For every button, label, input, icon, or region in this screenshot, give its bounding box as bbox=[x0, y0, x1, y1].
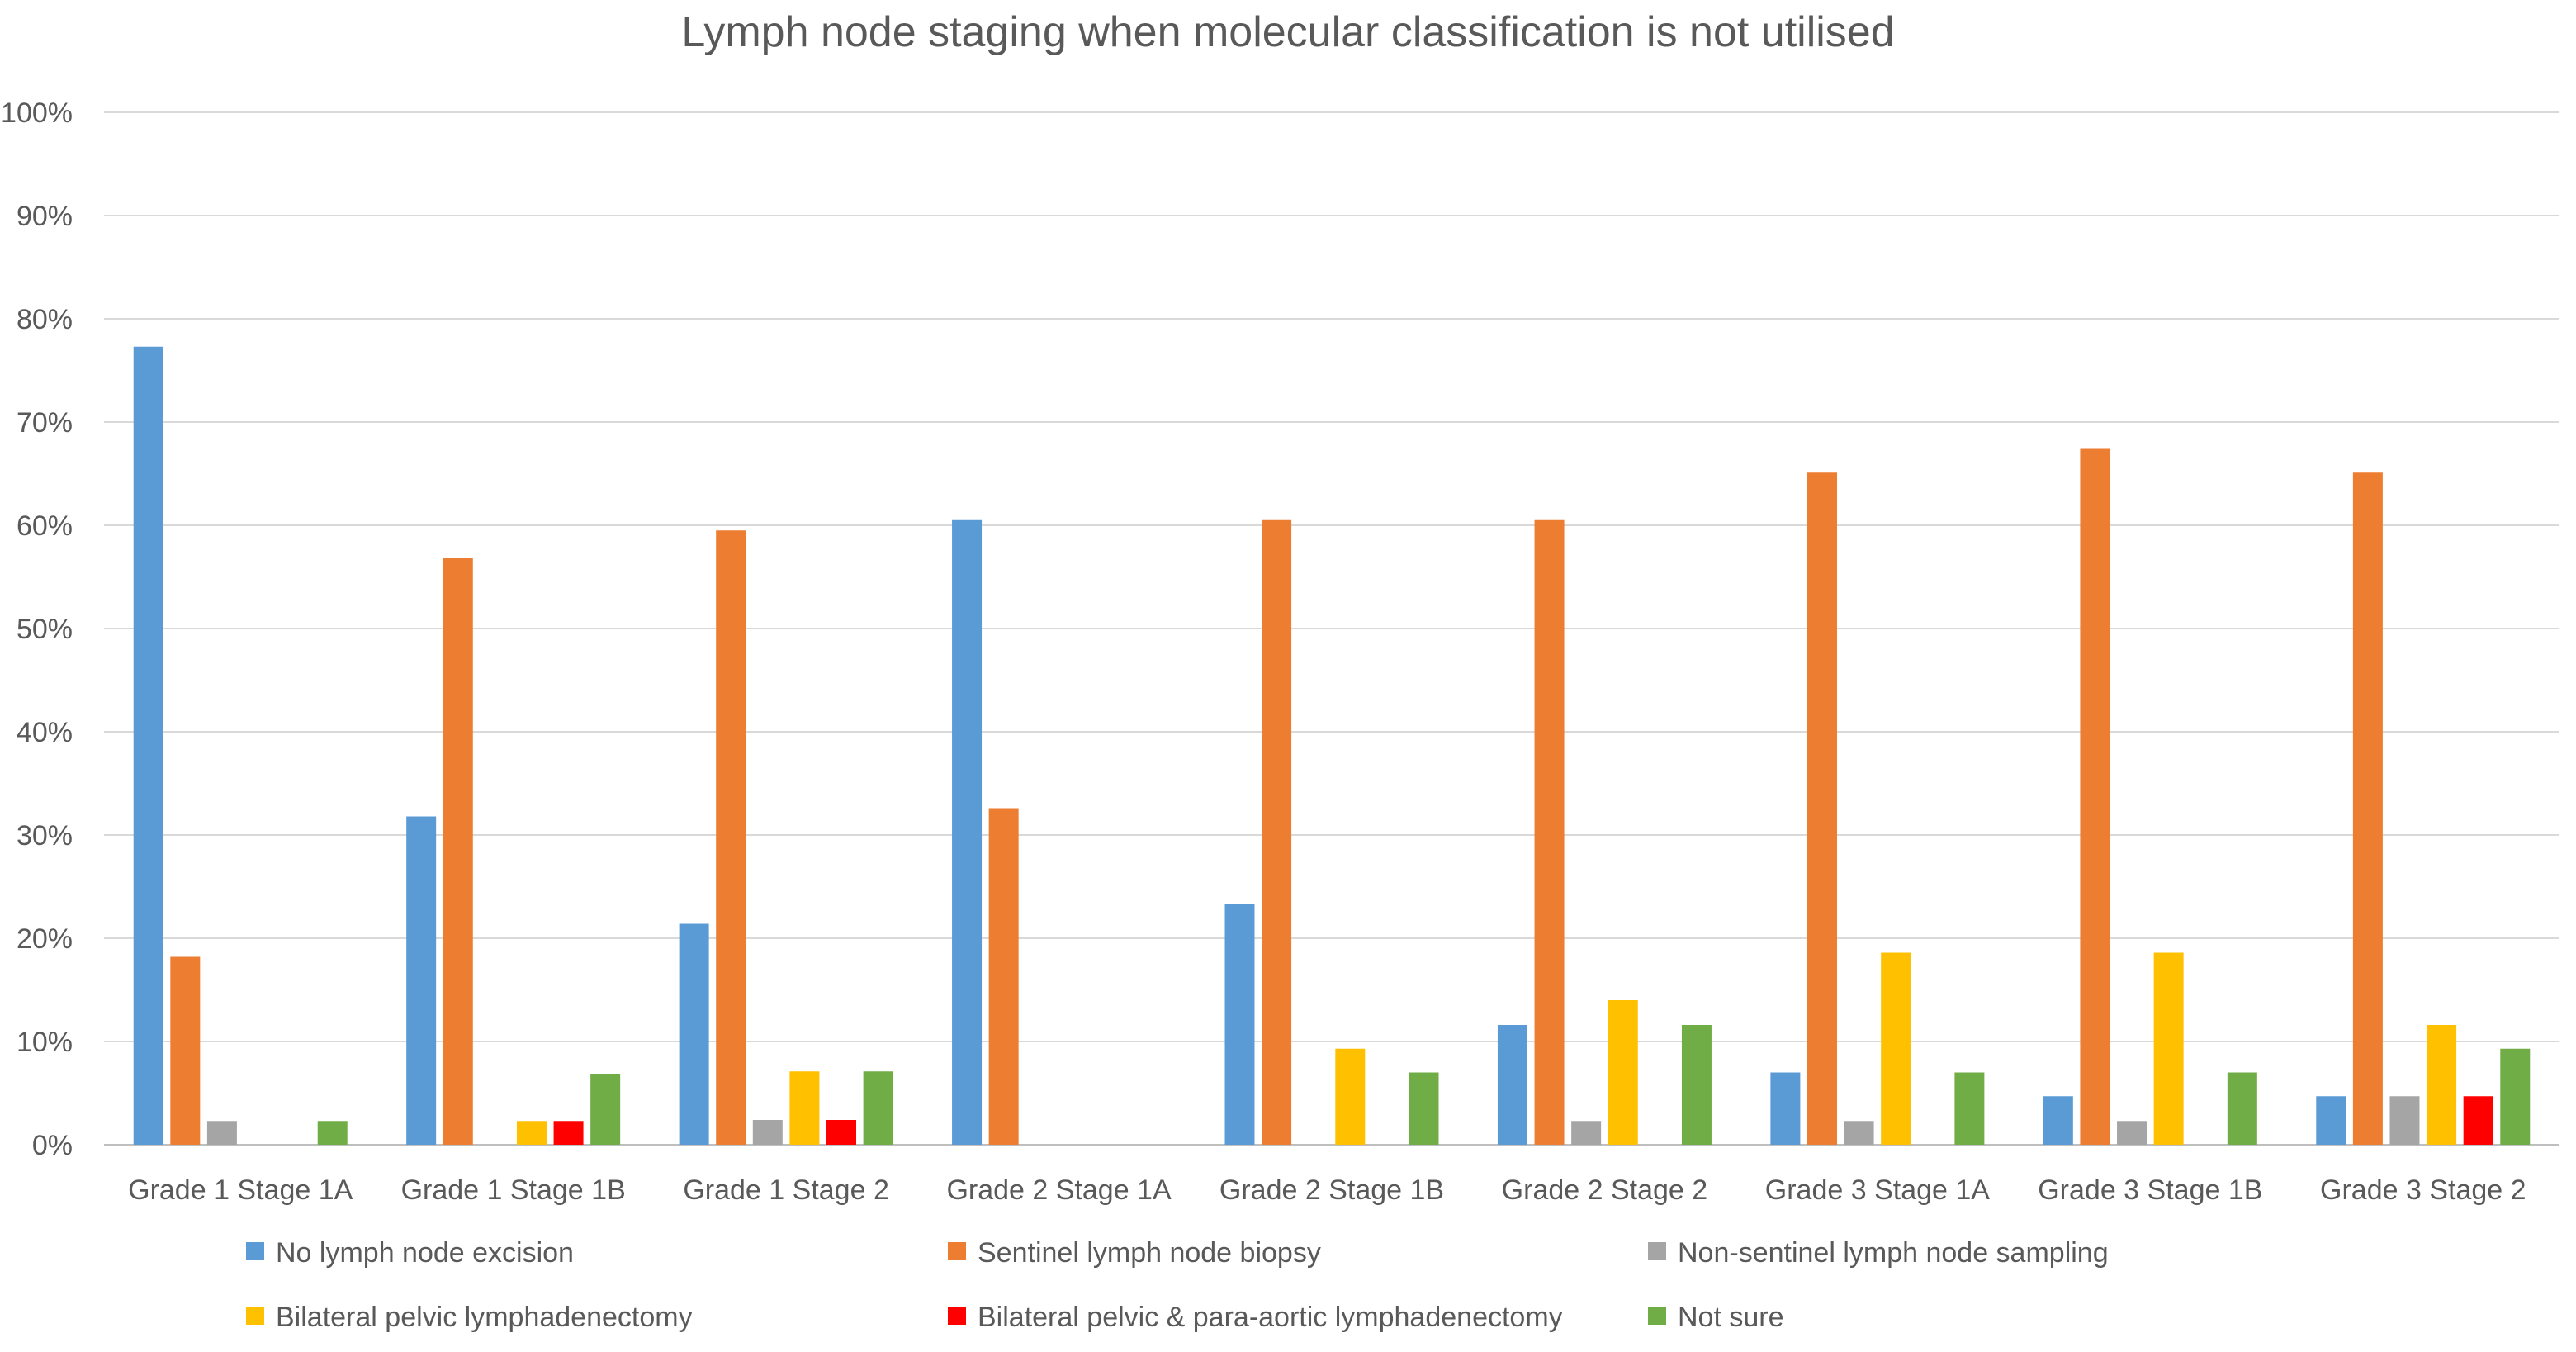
legend-item: Sentinel lymph node biopsy bbox=[948, 1237, 1321, 1269]
bar bbox=[406, 816, 437, 1145]
legend-swatch bbox=[948, 1242, 966, 1260]
bar bbox=[863, 1071, 893, 1145]
x-category-label: Grade 3 Stage 1B bbox=[2038, 1174, 2262, 1206]
bar bbox=[1844, 1121, 1874, 1145]
legend-swatch bbox=[948, 1307, 966, 1325]
bar bbox=[752, 1120, 783, 1145]
y-tick-label: 70% bbox=[17, 407, 73, 439]
x-axis-category-labels: Grade 1 Stage 1A Grade 1 Stage 1B Grade 1 … bbox=[128, 1174, 2526, 1206]
bar bbox=[1409, 1072, 1439, 1145]
y-tick-label: 100% bbox=[1, 97, 73, 129]
y-tick-label: 80% bbox=[17, 304, 73, 335]
y-tick-label: 20% bbox=[17, 923, 73, 955]
y-axis-tick-labels: 0% 10% 20% 30% 40% 50% 60% 70% 80% 90% 100% bbox=[1, 97, 73, 1161]
bar bbox=[1608, 1000, 1638, 1145]
bar bbox=[1335, 1048, 1366, 1145]
x-category-label: Grade 3 Stage 2 bbox=[2320, 1174, 2526, 1206]
legend-swatch bbox=[246, 1242, 264, 1260]
bar bbox=[170, 956, 201, 1145]
x-category-label: Grade 2 Stage 1B bbox=[1219, 1174, 1444, 1206]
bar bbox=[2043, 1096, 2073, 1145]
legend-item: Not sure bbox=[1648, 1302, 1784, 1333]
y-tick-label: 90% bbox=[17, 201, 73, 232]
bar bbox=[952, 519, 983, 1145]
bar bbox=[1497, 1025, 1527, 1145]
legend-item: Bilateral pelvic lymphadenectomy bbox=[246, 1302, 693, 1333]
bar bbox=[1881, 952, 1911, 1145]
bar bbox=[1262, 519, 1292, 1145]
legend-label: Non-sentinel lymph node sampling bbox=[1678, 1237, 2109, 1269]
bar bbox=[2352, 472, 2383, 1145]
bar bbox=[1534, 519, 1565, 1145]
legend-label: Not sure bbox=[1678, 1302, 1784, 1333]
bar bbox=[443, 558, 473, 1145]
bar bbox=[988, 808, 1019, 1145]
y-tick-label: 30% bbox=[17, 820, 73, 852]
legend-item: Bilateral pelvic & para-aortic lymphaden… bbox=[948, 1302, 1563, 1333]
legend-label: Bilateral pelvic lymphadenectomy bbox=[276, 1302, 693, 1333]
bar bbox=[1681, 1025, 1712, 1145]
legend-item: Non-sentinel lymph node sampling bbox=[1648, 1237, 2109, 1269]
gridlines bbox=[104, 111, 2559, 1146]
bar bbox=[206, 1121, 237, 1145]
bar bbox=[516, 1121, 547, 1145]
legend-swatch bbox=[1648, 1242, 1666, 1260]
bar bbox=[716, 530, 746, 1145]
legend-swatch bbox=[1648, 1307, 1666, 1325]
bar bbox=[1770, 1072, 1801, 1145]
y-tick-label: 10% bbox=[17, 1027, 73, 1058]
x-category-label: Grade 2 Stage 2 bbox=[1502, 1174, 1708, 1206]
bar bbox=[317, 1121, 348, 1145]
x-category-label: Grade 1 Stage 1B bbox=[401, 1174, 626, 1206]
legend-label: Sentinel lymph node biopsy bbox=[978, 1237, 1321, 1269]
bars bbox=[133, 346, 2531, 1145]
bar bbox=[133, 346, 163, 1145]
bar bbox=[789, 1071, 820, 1145]
bar bbox=[826, 1120, 857, 1145]
legend-item: No lymph node excision bbox=[246, 1237, 574, 1269]
bar bbox=[1571, 1121, 1602, 1145]
bar bbox=[2389, 1096, 2420, 1145]
legend-label: No lymph node excision bbox=[276, 1237, 574, 1269]
bar bbox=[1224, 904, 1255, 1145]
bar bbox=[2227, 1072, 2257, 1145]
x-category-label: Grade 1 Stage 1A bbox=[128, 1174, 353, 1206]
bar bbox=[2080, 448, 2110, 1145]
y-tick-label: 40% bbox=[17, 717, 73, 748]
bar bbox=[2463, 1096, 2493, 1145]
bar bbox=[2427, 1025, 2457, 1145]
x-category-label: Grade 3 Stage 1A bbox=[1765, 1174, 1991, 1206]
bar bbox=[2500, 1048, 2531, 1145]
legend-swatch bbox=[246, 1307, 264, 1325]
bar bbox=[679, 923, 709, 1145]
bar bbox=[2153, 952, 2184, 1145]
y-tick-label: 60% bbox=[17, 510, 73, 542]
y-tick-label: 0% bbox=[32, 1130, 73, 1161]
legend-label: Bilateral pelvic & para-aortic lymphaden… bbox=[978, 1302, 1563, 1333]
bar bbox=[2316, 1096, 2346, 1145]
x-category-label: Grade 2 Stage 1A bbox=[946, 1174, 1172, 1206]
bar bbox=[590, 1074, 621, 1145]
bar bbox=[2117, 1121, 2147, 1145]
x-category-label: Grade 1 Stage 2 bbox=[683, 1174, 889, 1206]
bar bbox=[1807, 472, 1837, 1145]
legend: No lymph node excision Sentinel lymph nod… bbox=[246, 1237, 2109, 1333]
bar bbox=[553, 1121, 584, 1145]
chart-title: Lymph node staging when molecular classi… bbox=[681, 8, 1894, 56]
bar bbox=[1954, 1072, 1985, 1145]
y-tick-label: 50% bbox=[17, 614, 73, 645]
